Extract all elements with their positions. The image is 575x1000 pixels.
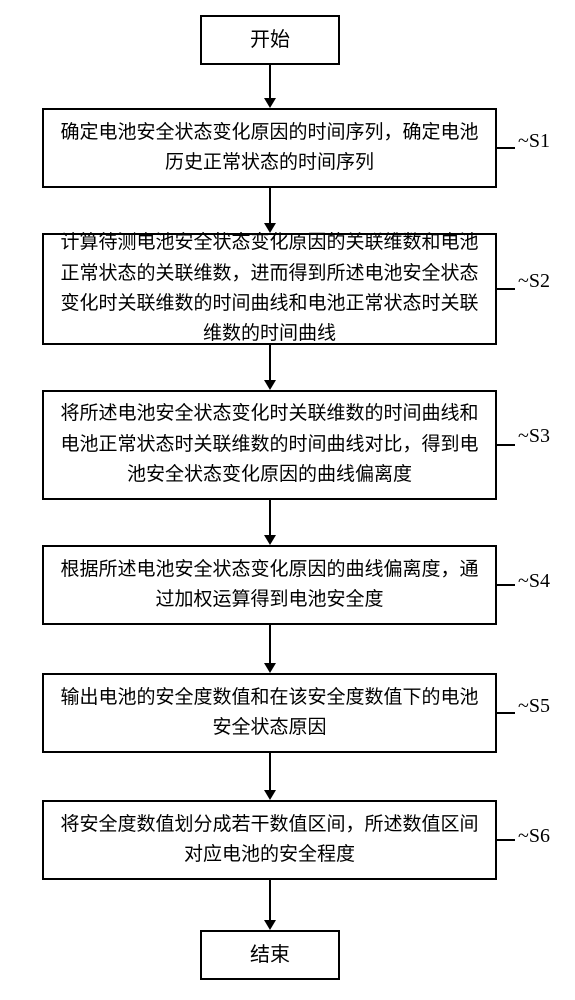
step-label-s1: ~S1 bbox=[518, 130, 550, 153]
connector-line bbox=[497, 839, 515, 841]
step-s5: 输出电池的安全度数值和在该安全度数值下的电池安全状态原因 bbox=[42, 673, 497, 753]
step-text: 将所述电池安全状态变化时关联维数的时间曲线和电池正常状态时关联维数的时间曲线对比… bbox=[56, 399, 483, 490]
step-s1: 确定电池安全状态变化原因的时间序列，确定电池历史正常状态的时间序列 bbox=[42, 108, 497, 188]
connector-line bbox=[497, 147, 515, 149]
step-label-s3: ~S3 bbox=[518, 425, 550, 448]
arrow-line bbox=[269, 65, 271, 98]
step-label-s2: ~S2 bbox=[518, 270, 550, 293]
connector-line bbox=[497, 712, 515, 714]
connector-line bbox=[497, 444, 515, 446]
arrow-head bbox=[264, 535, 276, 545]
step-text: 输出电池的安全度数值和在该安全度数值下的电池安全状态原因 bbox=[56, 683, 483, 744]
step-label-s4: ~S4 bbox=[518, 570, 550, 593]
step-text: 确定电池安全状态变化原因的时间序列，确定电池历史正常状态的时间序列 bbox=[56, 118, 483, 179]
step-s2: 计算待测电池安全状态变化原因的关联维数和电池正常状态的关联维数，进而得到所述电池… bbox=[42, 233, 497, 345]
step-text: 计算待测电池安全状态变化原因的关联维数和电池正常状态的关联维数，进而得到所述电池… bbox=[56, 228, 483, 350]
arrow-line bbox=[269, 500, 271, 535]
arrow-head bbox=[264, 790, 276, 800]
step-text: 根据所述电池安全状态变化原因的曲线偏离度，通过加权运算得到电池安全度 bbox=[56, 555, 483, 616]
arrow-line bbox=[269, 625, 271, 663]
arrow-line bbox=[269, 345, 271, 380]
step-s3: 将所述电池安全状态变化时关联维数的时间曲线和电池正常状态时关联维数的时间曲线对比… bbox=[42, 390, 497, 500]
step-text: 将安全度数值划分成若干数值区间，所述数值区间对应电池的安全程度 bbox=[56, 810, 483, 871]
arrow-line bbox=[269, 880, 271, 920]
step-label-s6: ~S6 bbox=[518, 825, 550, 848]
arrow-head bbox=[264, 380, 276, 390]
arrow-line bbox=[269, 188, 271, 223]
start-label: 开始 bbox=[250, 24, 290, 56]
end-label: 结束 bbox=[250, 939, 290, 971]
arrow-line bbox=[269, 753, 271, 790]
step-s6: 将安全度数值划分成若干数值区间，所述数值区间对应电池的安全程度 bbox=[42, 800, 497, 880]
step-s4: 根据所述电池安全状态变化原因的曲线偏离度，通过加权运算得到电池安全度 bbox=[42, 545, 497, 625]
start-node: 开始 bbox=[200, 15, 340, 65]
connector-line bbox=[497, 584, 515, 586]
connector-line bbox=[497, 288, 515, 290]
step-label-s5: ~S5 bbox=[518, 695, 550, 718]
arrow-head bbox=[264, 98, 276, 108]
flowchart-container: 开始 确定电池安全状态变化原因的时间序列，确定电池历史正常状态的时间序列 ~S1… bbox=[0, 0, 575, 1000]
arrow-head bbox=[264, 663, 276, 673]
end-node: 结束 bbox=[200, 930, 340, 980]
arrow-head bbox=[264, 920, 276, 930]
